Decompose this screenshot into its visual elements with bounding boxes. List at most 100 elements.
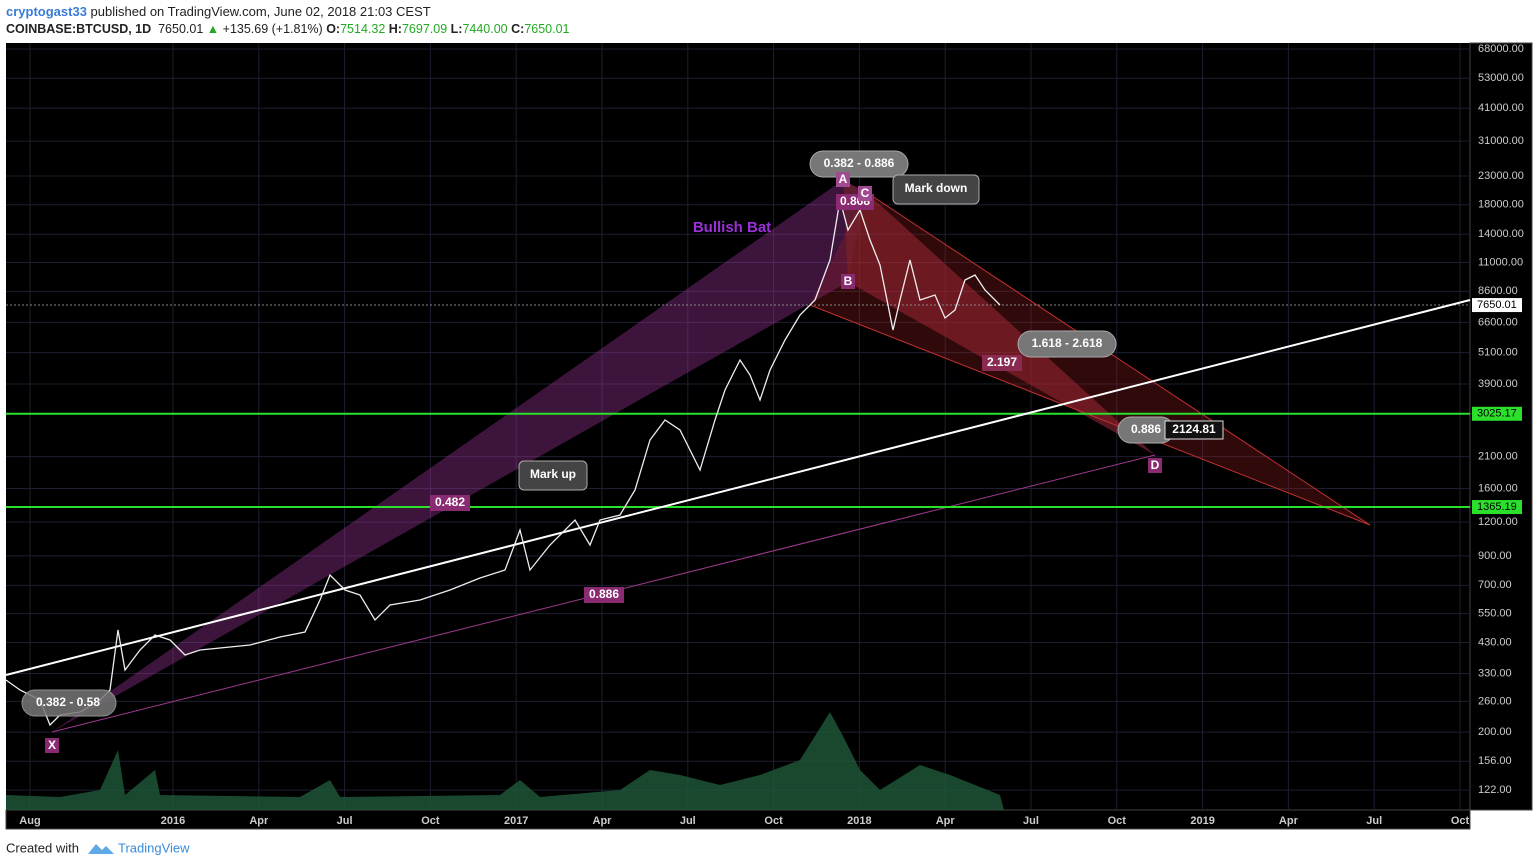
bubble-text: Mark up bbox=[530, 467, 576, 481]
logo bbox=[88, 844, 114, 854]
point-tag: C bbox=[858, 186, 872, 201]
y-tick-label: 330.00 bbox=[1478, 667, 1512, 679]
grid bbox=[6, 43, 1470, 810]
x-tick-label: Oct bbox=[764, 815, 783, 827]
x-tick-label: Oct bbox=[1108, 815, 1127, 827]
y-tick-label: 8600.00 bbox=[1478, 285, 1518, 297]
y-tick-label: 18000.00 bbox=[1478, 199, 1524, 211]
price-marker-label: 1365.19 bbox=[1477, 501, 1517, 513]
bubble-text: 1.618 - 2.618 bbox=[1032, 336, 1103, 350]
last: 7650.01 bbox=[158, 22, 204, 36]
ratio-tag: 0.482 bbox=[430, 495, 470, 511]
footer-brand[interactable]: TradingView bbox=[118, 840, 190, 855]
levels bbox=[6, 304, 1470, 509]
price-line bbox=[5, 199, 1001, 727]
pattern-bcd bbox=[848, 192, 1155, 455]
bubble: 1.618 - 2.618 bbox=[1017, 330, 1117, 358]
point-tag: D bbox=[1148, 458, 1162, 473]
y-tick-label: 41000.00 bbox=[1478, 102, 1524, 114]
y-tick-label: 68000.00 bbox=[1478, 43, 1524, 55]
price-marker bbox=[1472, 298, 1522, 313]
plot-bg bbox=[6, 43, 1470, 810]
proj-line bbox=[809, 304, 1371, 526]
y-tick-label: 430.00 bbox=[1478, 636, 1512, 648]
ratio-tag: 2.197 bbox=[982, 355, 1022, 371]
pattern-xab bbox=[52, 180, 848, 732]
ratio-tag: 0.886 bbox=[584, 587, 624, 603]
y-tick-label: 53000.00 bbox=[1478, 72, 1524, 84]
point-label: X bbox=[48, 738, 56, 752]
bubble-text: 0.886 bbox=[1131, 422, 1161, 436]
bubble: 0.886 bbox=[1117, 416, 1175, 444]
bubble-text: Mark down bbox=[905, 181, 968, 195]
x-tick-label: Jul bbox=[680, 815, 696, 827]
projection bbox=[810, 192, 1370, 525]
tag-text: 0.482 bbox=[435, 495, 465, 509]
y-tick-label: 31000.00 bbox=[1478, 135, 1524, 147]
symbol-line: COINBASE:BTCUSD, 1D 7650.01 ▲ +135.69 (+… bbox=[6, 22, 570, 36]
h-label: H: bbox=[388, 22, 402, 36]
bubble-text: 0.382 - 0.886 bbox=[824, 156, 895, 170]
arrow: ▲ bbox=[206, 22, 220, 36]
tag-text: 2.197 bbox=[987, 355, 1017, 369]
y-tick-label: 2100.00 bbox=[1478, 450, 1518, 462]
bubble: Mark down bbox=[892, 174, 980, 205]
symbol: COINBASE:BTCUSD, 1D bbox=[6, 22, 152, 36]
x-tick-label: Oct bbox=[1451, 815, 1470, 827]
trendline bbox=[5, 299, 1471, 676]
x-tick-label: Aug bbox=[19, 815, 40, 827]
open: 7514.32 bbox=[340, 22, 386, 36]
point-label: D bbox=[1151, 458, 1160, 472]
point-label: B bbox=[844, 274, 853, 288]
y-tick-label: 1600.00 bbox=[1478, 482, 1518, 494]
point-label: C bbox=[861, 186, 870, 200]
point-tag: B bbox=[841, 274, 855, 289]
y-tick-label: 900.00 bbox=[1478, 550, 1512, 562]
published: published on TradingView.com, June 02, 2… bbox=[90, 4, 431, 19]
bubble: 2124.81 bbox=[1164, 420, 1224, 440]
price-axis bbox=[1469, 42, 1533, 811]
price-marker-label: 7650.01 bbox=[1477, 299, 1517, 311]
x-tick-label: Jul bbox=[1366, 815, 1382, 827]
publish-line: cryptogast33 published on TradingView.co… bbox=[6, 4, 431, 19]
time-axis bbox=[5, 809, 1471, 830]
tag-text: 0.886 bbox=[589, 587, 619, 601]
bubble: Mark up bbox=[518, 460, 588, 491]
c-label: C: bbox=[511, 22, 525, 36]
bubble-text: 0.382 - 0.58 bbox=[36, 695, 100, 709]
y-tick-label: 156.00 bbox=[1478, 755, 1512, 767]
x-tick-label: Apr bbox=[593, 815, 613, 827]
x-tick-label: 2018 bbox=[847, 815, 871, 827]
footer-created: Created with bbox=[6, 840, 79, 855]
price-marker bbox=[1472, 500, 1522, 515]
y-tick-label: 3900.00 bbox=[1478, 378, 1518, 390]
bubble: 0.382 - 0.886 bbox=[809, 150, 909, 178]
point-label: A bbox=[839, 172, 848, 186]
y-tick-label: 200.00 bbox=[1478, 726, 1512, 738]
x-tick-label: Apr bbox=[1279, 815, 1299, 827]
y-tick-label: 122.00 bbox=[1478, 784, 1512, 796]
x-tick-label: Apr bbox=[249, 815, 269, 827]
price-marker bbox=[1472, 406, 1522, 421]
author-link[interactable]: cryptogast33 bbox=[6, 4, 87, 19]
change: +135.69 (+1.81%) bbox=[222, 22, 323, 36]
x-tick-label: 2016 bbox=[161, 815, 185, 827]
y-tick-label: 1200.00 bbox=[1478, 516, 1518, 528]
pattern-name: Bullish Bat bbox=[693, 219, 771, 236]
point-tag: A bbox=[836, 172, 850, 187]
x-tick-label: Oct bbox=[421, 815, 440, 827]
x-tick-label: Jul bbox=[1023, 815, 1039, 827]
x-tick-label: Jul bbox=[337, 815, 353, 827]
y-tick-label: 5100.00 bbox=[1478, 346, 1518, 358]
bubble: 0.382 - 0.58 bbox=[21, 689, 117, 717]
y-tick-label: 260.00 bbox=[1478, 695, 1512, 707]
l-label: L: bbox=[450, 22, 463, 36]
proj-line bbox=[865, 191, 1371, 526]
point-tag: X bbox=[45, 738, 59, 753]
x-tick-label: Apr bbox=[936, 815, 956, 827]
high: 7697.09 bbox=[401, 22, 448, 36]
y-tick-label: 11000.00 bbox=[1478, 256, 1523, 268]
y-tick-label: 700.00 bbox=[1478, 579, 1512, 591]
